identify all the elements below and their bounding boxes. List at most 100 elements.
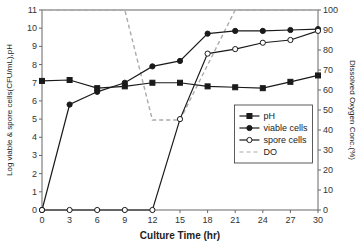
point bbox=[233, 28, 238, 33]
x-tick bbox=[262, 210, 263, 213]
point bbox=[150, 64, 155, 69]
series bbox=[39, 28, 320, 212]
point bbox=[67, 207, 72, 212]
point bbox=[205, 31, 210, 36]
y2-tick-label: 100 bbox=[323, 5, 338, 15]
y-axis-title: Log viable & spore cells(CFU/mL),pH bbox=[5, 44, 14, 176]
y2-tick-label: 50 bbox=[323, 105, 333, 115]
point bbox=[150, 80, 155, 85]
y-tick-label: 4 bbox=[32, 132, 37, 142]
legend-label: DO bbox=[263, 147, 277, 157]
y2-tick-label: 70 bbox=[323, 65, 333, 75]
point bbox=[233, 85, 238, 90]
y2-tick bbox=[318, 190, 321, 191]
point bbox=[150, 207, 155, 212]
chart: 0369121518212427300123456789101101020304… bbox=[0, 0, 362, 244]
point bbox=[95, 207, 100, 212]
y2-tick-label: 10 bbox=[323, 185, 333, 195]
legend-label: spore cells bbox=[263, 135, 307, 145]
point bbox=[260, 28, 265, 33]
point bbox=[233, 46, 238, 51]
y2-tick bbox=[318, 70, 321, 71]
x-tick-label: 15 bbox=[175, 215, 185, 225]
point bbox=[315, 28, 320, 33]
point bbox=[178, 80, 183, 85]
point bbox=[177, 58, 182, 63]
y-tick-label: 7 bbox=[32, 78, 37, 88]
series bbox=[39, 26, 320, 212]
x-tick-label: 6 bbox=[95, 215, 100, 225]
legend-item: viable cells bbox=[239, 123, 308, 133]
y-tick bbox=[39, 173, 42, 174]
point bbox=[95, 89, 100, 94]
y-tick-label: 9 bbox=[32, 41, 37, 51]
legend-item: spore cells bbox=[239, 135, 307, 145]
point bbox=[67, 102, 72, 107]
x-tick-label: 30 bbox=[313, 215, 323, 225]
y-tick bbox=[39, 119, 42, 120]
y-tick-label: 8 bbox=[32, 60, 37, 70]
x-tick-label: 27 bbox=[285, 215, 295, 225]
y-tick-label: 10 bbox=[27, 23, 37, 33]
y2-tick bbox=[318, 50, 321, 51]
y2-axis-title: Dissolved Oxygen Conc.(%) bbox=[348, 60, 357, 160]
series-line bbox=[42, 10, 318, 120]
y2-tick-label: 20 bbox=[323, 165, 333, 175]
y2-tick-label: 80 bbox=[323, 45, 333, 55]
y2-tick bbox=[318, 130, 321, 131]
y2-tick-label: 0 bbox=[323, 205, 328, 215]
data bbox=[39, 10, 320, 213]
point bbox=[205, 51, 210, 56]
y-tick bbox=[39, 10, 42, 11]
y-tick-label: 5 bbox=[32, 114, 37, 124]
x-tick-label: 24 bbox=[258, 215, 268, 225]
x-tick-label: 9 bbox=[122, 215, 127, 225]
y-tick-label: 2 bbox=[32, 169, 37, 179]
legend-label: pH bbox=[263, 111, 275, 121]
point bbox=[205, 84, 210, 89]
point bbox=[39, 207, 44, 212]
x-tick-label: 21 bbox=[230, 215, 240, 225]
x-tick bbox=[290, 210, 291, 213]
point bbox=[260, 40, 265, 45]
y-tick-label: 1 bbox=[32, 187, 37, 197]
y2-tick bbox=[318, 170, 321, 171]
y2-tick-label: 60 bbox=[323, 85, 333, 95]
point bbox=[40, 78, 45, 83]
series-line bbox=[42, 31, 318, 210]
legend-swatch bbox=[239, 151, 259, 152]
legend-box bbox=[234, 105, 312, 163]
x-axis-title: Culture Time (hr) bbox=[140, 230, 220, 241]
point bbox=[288, 37, 293, 42]
series bbox=[40, 73, 321, 91]
y2-tick-label: 40 bbox=[323, 125, 333, 135]
point bbox=[122, 80, 127, 85]
plot-frame bbox=[42, 10, 318, 210]
y2-tick-label: 90 bbox=[323, 25, 333, 35]
point bbox=[288, 27, 293, 32]
y-tick-label: 0 bbox=[32, 205, 37, 215]
x-tick-label: 0 bbox=[39, 215, 44, 225]
legend-item: pH bbox=[239, 111, 275, 121]
y2-tick bbox=[318, 210, 321, 211]
legend-marker bbox=[247, 114, 252, 119]
series bbox=[42, 10, 318, 120]
legend-marker bbox=[247, 125, 252, 130]
series-line bbox=[42, 75, 318, 88]
axes: 0369121518212427300123456789101101020304… bbox=[27, 5, 338, 225]
x-tick-label: 18 bbox=[203, 215, 213, 225]
y-tick-label: 3 bbox=[32, 150, 37, 160]
point bbox=[39, 207, 44, 212]
point bbox=[177, 116, 182, 121]
y-tick bbox=[39, 46, 42, 47]
point bbox=[316, 73, 321, 78]
legend: pH viable cells spore cells DO bbox=[234, 105, 312, 163]
point bbox=[260, 86, 265, 91]
legend-marker bbox=[247, 137, 252, 142]
y-tick bbox=[39, 155, 42, 156]
x-tick bbox=[235, 210, 236, 213]
y-tick bbox=[39, 64, 42, 65]
y2-tick bbox=[318, 110, 321, 111]
y-tick bbox=[39, 191, 42, 192]
point bbox=[67, 78, 72, 83]
